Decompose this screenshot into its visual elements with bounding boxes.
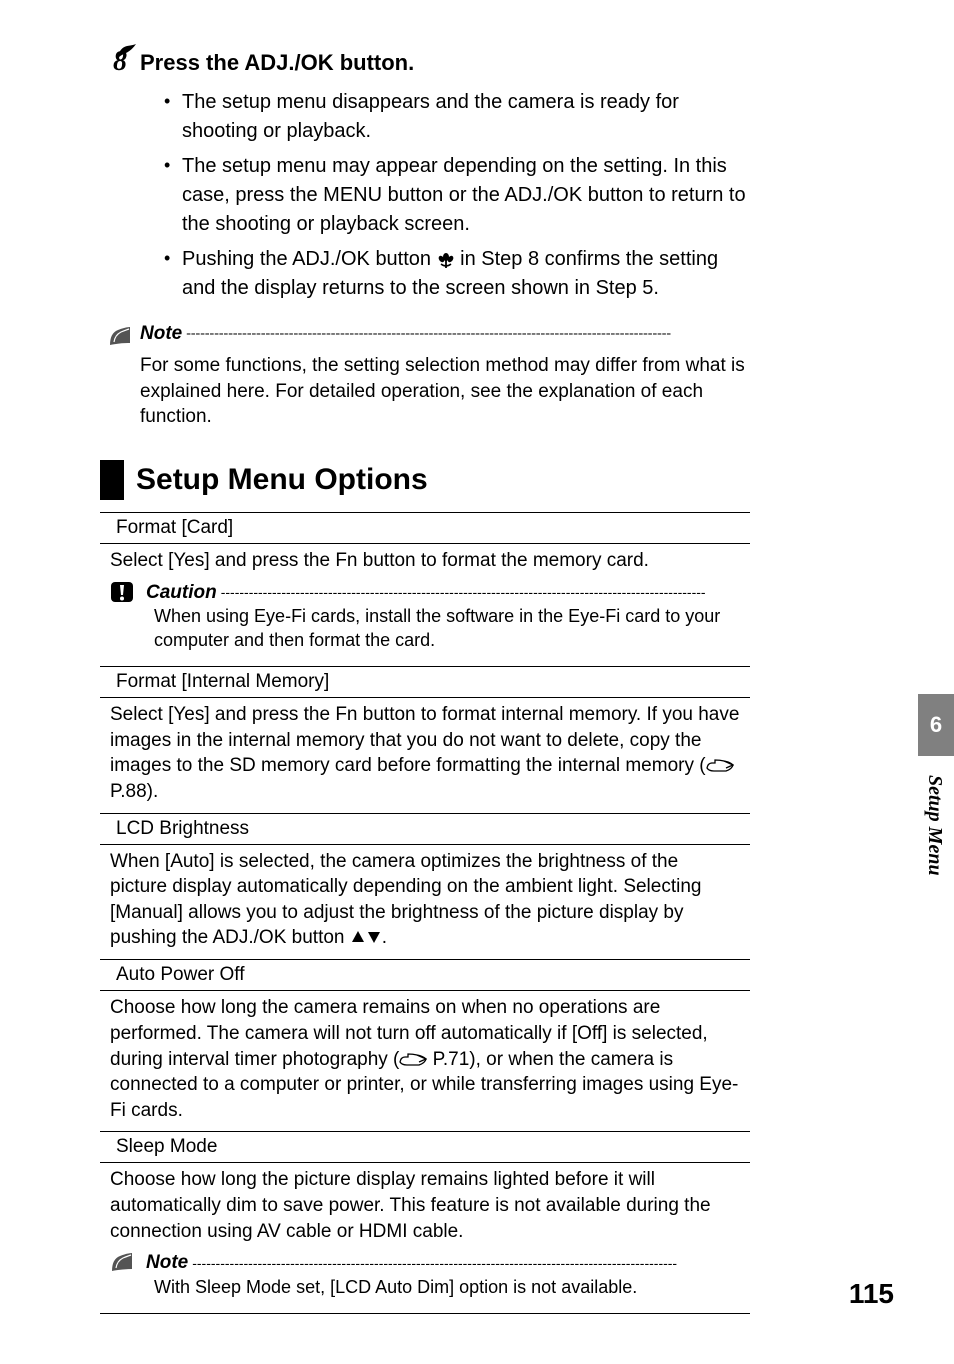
note-label: Note [140, 323, 182, 345]
step-bullets: The setup menu disappears and the camera… [100, 88, 750, 303]
bullet-item: The setup menu may appear depending on t… [160, 152, 750, 239]
hand-ref-icon [399, 1052, 427, 1068]
option-title: Sleep Mode [100, 1131, 750, 1163]
option-title: Auto Power Off [100, 959, 750, 991]
caution-block: Caution---------------------------------… [110, 580, 740, 606]
section-bar [100, 460, 124, 500]
caution-dashes: ----------------------------------------… [221, 583, 740, 602]
note-dashes: ----------------------------------------… [186, 326, 750, 342]
section-heading-row: Setup Menu Options [100, 460, 750, 500]
note-block: Note -----------------------------------… [100, 323, 750, 347]
inner-note-heading-row: Note------------------------------------… [146, 1250, 740, 1276]
note-icon [110, 1251, 134, 1273]
inner-note-block: Note------------------------------------… [110, 1250, 740, 1276]
inner-note-body: With Sleep Mode set, [LCD Auto Dim] opti… [110, 1276, 740, 1299]
chapter-tab: 6 [918, 694, 954, 756]
caution-heading-row: Caution---------------------------------… [146, 580, 740, 606]
option-body: When [Auto] is selected, the camera opti… [100, 845, 750, 960]
page-number: 115 [849, 1278, 894, 1310]
options-table: Format [Card]Select [Yes] and press the … [100, 512, 750, 1315]
up-down-triangles-icon [350, 926, 382, 952]
note-icon [108, 325, 132, 347]
caution-icon [110, 581, 134, 603]
inner-note-dashes: ----------------------------------------… [192, 1254, 740, 1273]
section-heading: Setup Menu Options [136, 460, 428, 500]
option-body: Choose how long the camera remains on wh… [100, 991, 750, 1131]
inner-note-icon-wrap [110, 1250, 146, 1273]
option-title: LCD Brightness [100, 813, 750, 845]
note-heading-row: Note -----------------------------------… [140, 323, 750, 345]
caution-icon-wrap [110, 580, 146, 603]
bullet-item: The setup menu disappears and the camera… [160, 88, 750, 146]
chapter-number: 6 [930, 712, 942, 738]
option-title: Format [Card] [100, 512, 750, 544]
bullet-item: Pushing the ADJ./OK button in Step 8 con… [160, 245, 750, 303]
step-title: Press the ADJ./OK button. [140, 50, 414, 76]
note-body: For some functions, the setting selectio… [100, 353, 750, 430]
step-number-wrapper: 8 [100, 46, 140, 78]
caution-label: Caution [146, 580, 217, 606]
hand-ref-icon [706, 758, 734, 774]
option-body: Select [Yes] and press the Fn button to … [100, 544, 750, 666]
step-row: 8 Press the ADJ./OK button. [100, 50, 750, 78]
option-body: Choose how long the picture display rema… [100, 1163, 750, 1313]
side-label: Setup Menu [923, 775, 946, 876]
option-title: Format [Internal Memory] [100, 666, 750, 698]
macro-icon [437, 251, 455, 269]
option-body: Select [Yes] and press the Fn button to … [100, 698, 750, 813]
note-icon-wrap [100, 323, 140, 347]
caution-body: When using Eye-Fi cards, install the sof… [110, 605, 740, 652]
inner-note-label: Note [146, 1250, 188, 1276]
page-curl-icon [118, 44, 136, 58]
